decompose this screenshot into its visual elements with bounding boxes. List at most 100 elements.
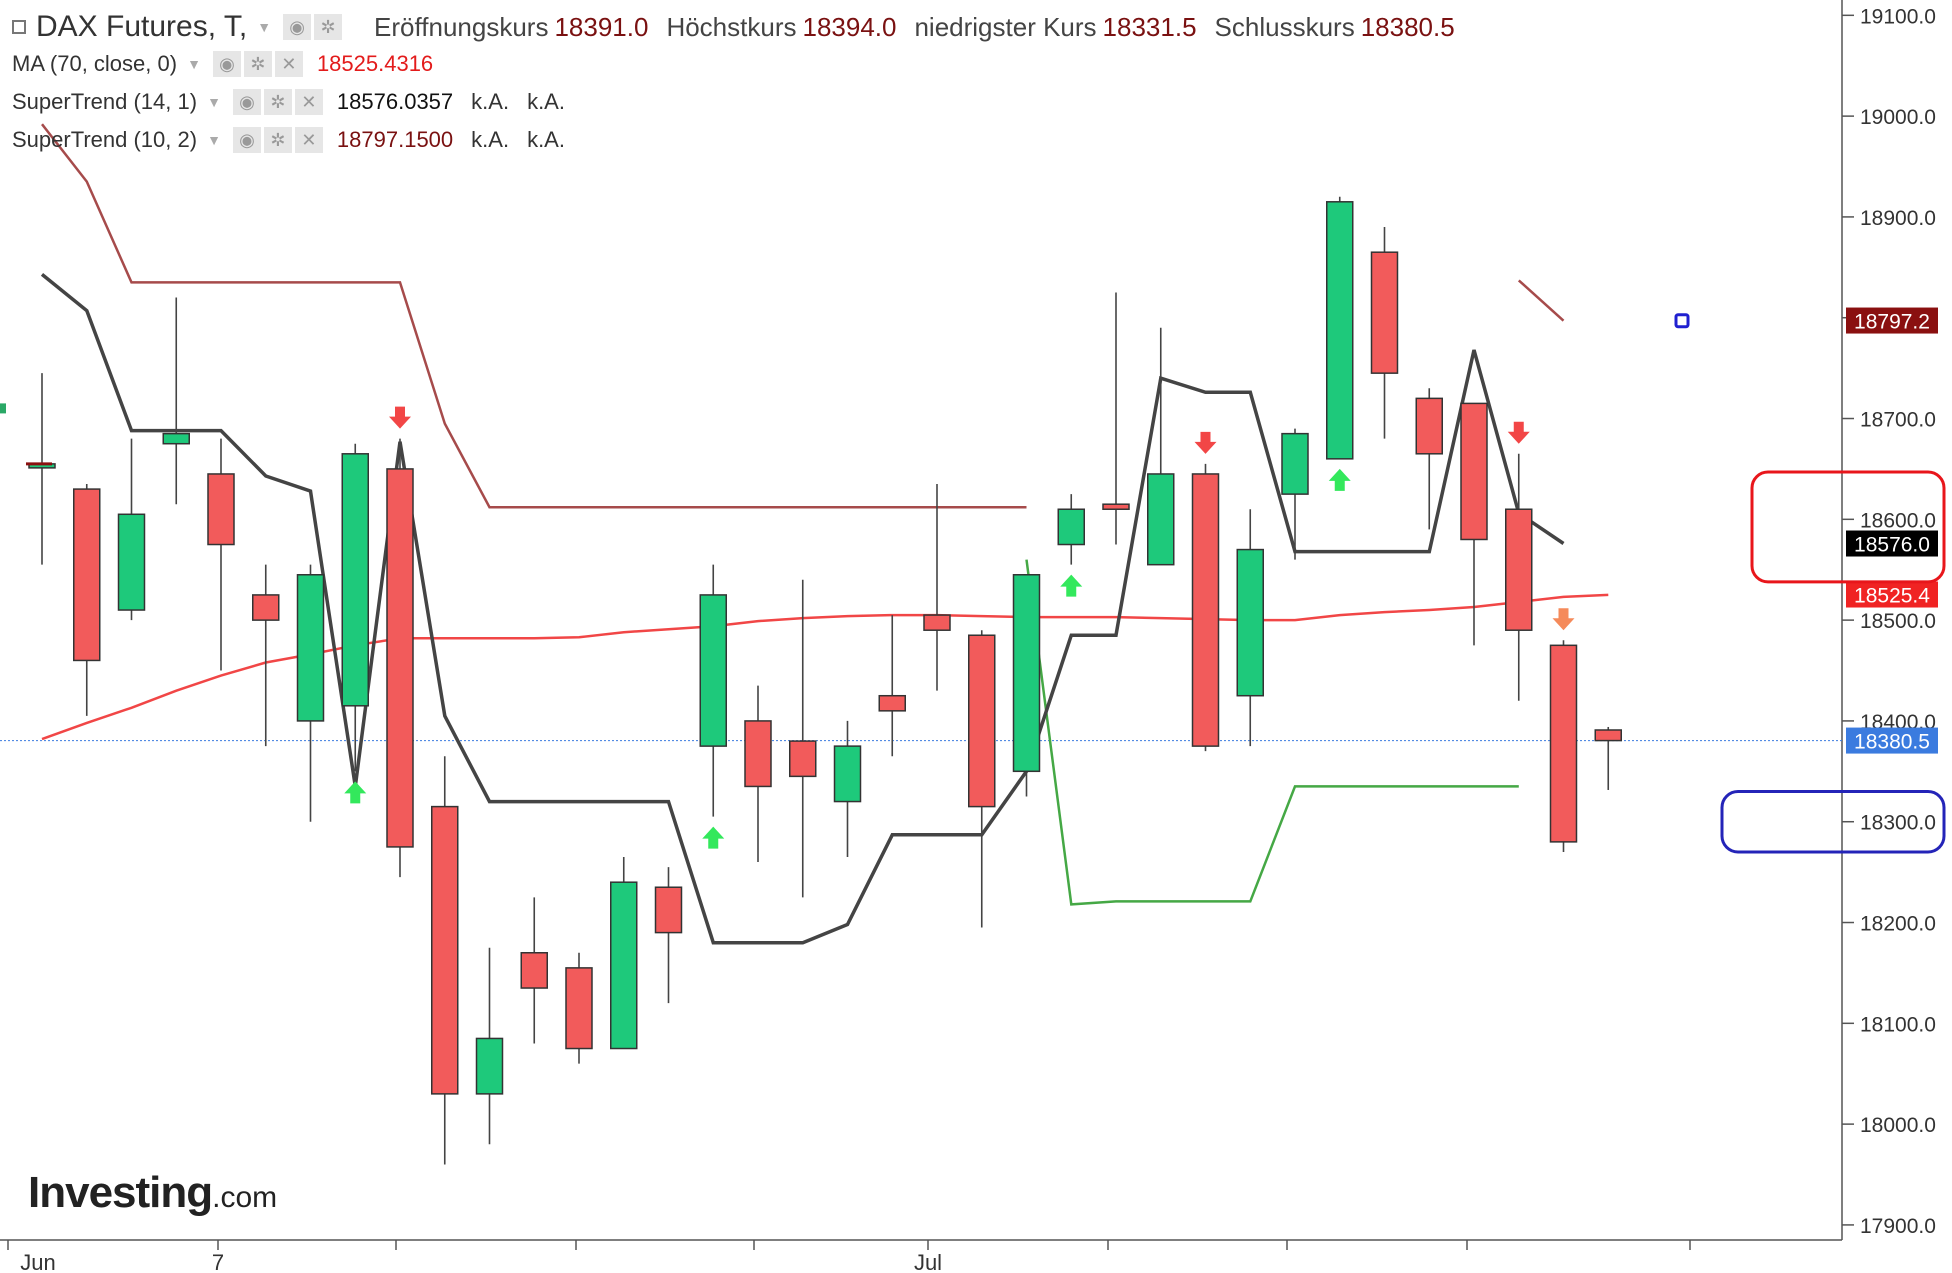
price-label-text: 18380.5: [1854, 731, 1930, 754]
eye-icon[interactable]: ◉: [212, 51, 241, 77]
investing-logo: Investing.com: [28, 1168, 277, 1218]
candle: [1549, 640, 1578, 852]
candle: [744, 685, 772, 863]
bearish-candle-body: [386, 468, 414, 848]
signal-markers: [344, 406, 1575, 849]
candle: [1415, 388, 1443, 530]
open-label: Eröffnungskurs: [374, 11, 549, 42]
collapse-icon[interactable]: [12, 20, 26, 34]
candle: [1012, 574, 1041, 797]
ma-indicator-name[interactable]: MA (70, close, 0): [12, 51, 178, 76]
close-icon[interactable]: ✕: [274, 51, 303, 77]
eye-icon[interactable]: ◉: [283, 14, 312, 40]
logo-suffix: .com: [212, 1181, 278, 1214]
y-tick-label: 17900.0: [1860, 1215, 1936, 1238]
open-value: 18391.0: [554, 11, 649, 42]
bearish-candle-body: [923, 614, 951, 631]
y-tick-label: 18500.0: [1860, 610, 1936, 633]
x-tick-label: 7: [212, 1250, 224, 1273]
bullish-candle-body: [162, 432, 190, 445]
chevron-down-icon[interactable]: ▼: [187, 56, 201, 72]
gear-icon[interactable]: ✲: [314, 14, 343, 40]
legend-ma-row: MA (70, close, 0) ▼ ◉ ✲ ✕ 18525.4316: [12, 51, 451, 77]
gear-icon[interactable]: ✲: [263, 89, 292, 115]
x-tick-label: Jun: [20, 1250, 55, 1273]
low-value: 18331.5: [1102, 11, 1197, 42]
candle: [1460, 402, 1488, 646]
bearish-candle-body: [73, 488, 101, 662]
bearish-candle-body: [744, 720, 772, 788]
supertrend2-value: 18797.1500: [336, 127, 454, 152]
candle: [789, 579, 817, 898]
y-tick-label: 18100.0: [1860, 1013, 1936, 1036]
supertrend2-support-line: [1025, 559, 1519, 906]
high-label: Höchstkurs: [666, 11, 797, 42]
bullish-candle-body: [1326, 201, 1354, 460]
bearish-candle-body: [1549, 644, 1578, 843]
supertrend1-value: 18576.0357: [336, 89, 454, 114]
symbol-title[interactable]: DAX Futures, T,: [36, 10, 248, 43]
bearish-candle-body: [1594, 729, 1622, 742]
eye-icon[interactable]: ◉: [232, 89, 261, 115]
close-icon[interactable]: ✕: [294, 89, 323, 115]
bearish-candle-body: [1460, 402, 1488, 541]
down-arrow-icon: [389, 406, 411, 429]
price-axis[interactable]: 17900.018000.018100.018200.018300.018400…: [1842, 5, 1938, 1238]
up-arrow-icon: [1328, 468, 1351, 491]
chevron-down-icon[interactable]: ▼: [207, 94, 221, 110]
chevron-down-icon[interactable]: ▼: [207, 132, 221, 148]
bullish-candle-body: [1281, 432, 1309, 495]
close-icon[interactable]: ✕: [294, 127, 323, 153]
price-label-text: 18797.2: [1854, 311, 1930, 334]
candle: [565, 952, 593, 1064]
chevron-down-icon[interactable]: ▼: [257, 19, 272, 35]
price-label: 18797.2: [1846, 307, 1938, 334]
candle: [1326, 196, 1354, 460]
bearish-candle-body: [1102, 503, 1130, 510]
candle: [207, 438, 235, 671]
down-arrow-icon: [1552, 608, 1575, 631]
price-label-bg: [1846, 307, 1938, 334]
bearish-candle-body: [520, 952, 548, 989]
eye-icon[interactable]: ◉: [232, 127, 261, 153]
candle: [610, 857, 638, 1050]
supertrend1-name[interactable]: SuperTrend (14, 1): [12, 89, 198, 114]
bearish-candle-body: [252, 594, 280, 621]
legend-supertrend1-row: SuperTrend (14, 1) ▼ ◉ ✲ ✕ 18576.0357 k.…: [12, 89, 583, 115]
price-label: 18525.4: [1846, 581, 1938, 608]
candle: [1147, 327, 1175, 566]
price-label-bg: [1846, 530, 1938, 557]
candle: [73, 484, 101, 716]
y-tick-label: 18300.0: [1860, 812, 1936, 835]
bearish-candle-body: [1505, 508, 1533, 631]
y-tick-label: 18200.0: [1860, 913, 1936, 936]
supertrend2-name[interactable]: SuperTrend (10, 2): [12, 127, 198, 152]
gear-icon[interactable]: ✲: [263, 127, 292, 153]
bullish-candle-body: [1012, 574, 1041, 773]
price-label-bg: [1846, 727, 1938, 754]
bullish-candle-body: [833, 745, 862, 803]
y-tick-label: 19000.0: [1860, 106, 1936, 129]
gear-icon[interactable]: ✲: [243, 51, 272, 77]
bearish-candle-body: [431, 805, 459, 1095]
candle: [341, 443, 369, 772]
bullish-candle-body: [610, 881, 638, 1050]
high-value: 18394.0: [802, 11, 897, 42]
candle: [117, 438, 146, 621]
bearish-candle-body: [789, 740, 817, 778]
y-tick-label: 18900.0: [1860, 207, 1936, 230]
candle: [1191, 463, 1220, 752]
legend-supertrend2-row: SuperTrend (10, 2) ▼ ◉ ✲ ✕ 18797.1500 k.…: [12, 127, 583, 153]
bearish-candle-body: [968, 634, 996, 808]
bullish-candle-body: [341, 453, 369, 707]
candle: [1370, 227, 1399, 439]
supertrend2-resistance-line: [41, 123, 1565, 509]
supertrend1-extra-1: k.A.: [471, 89, 510, 114]
time-axis[interactable]: Jun 7 Jul: [7, 1240, 1691, 1273]
indicator-lines: [40, 123, 1609, 945]
red-highlight-box: [1750, 470, 1946, 584]
candle: [833, 720, 862, 857]
bearish-candle-body: [207, 473, 235, 546]
bearish-candle-body: [1191, 473, 1220, 747]
